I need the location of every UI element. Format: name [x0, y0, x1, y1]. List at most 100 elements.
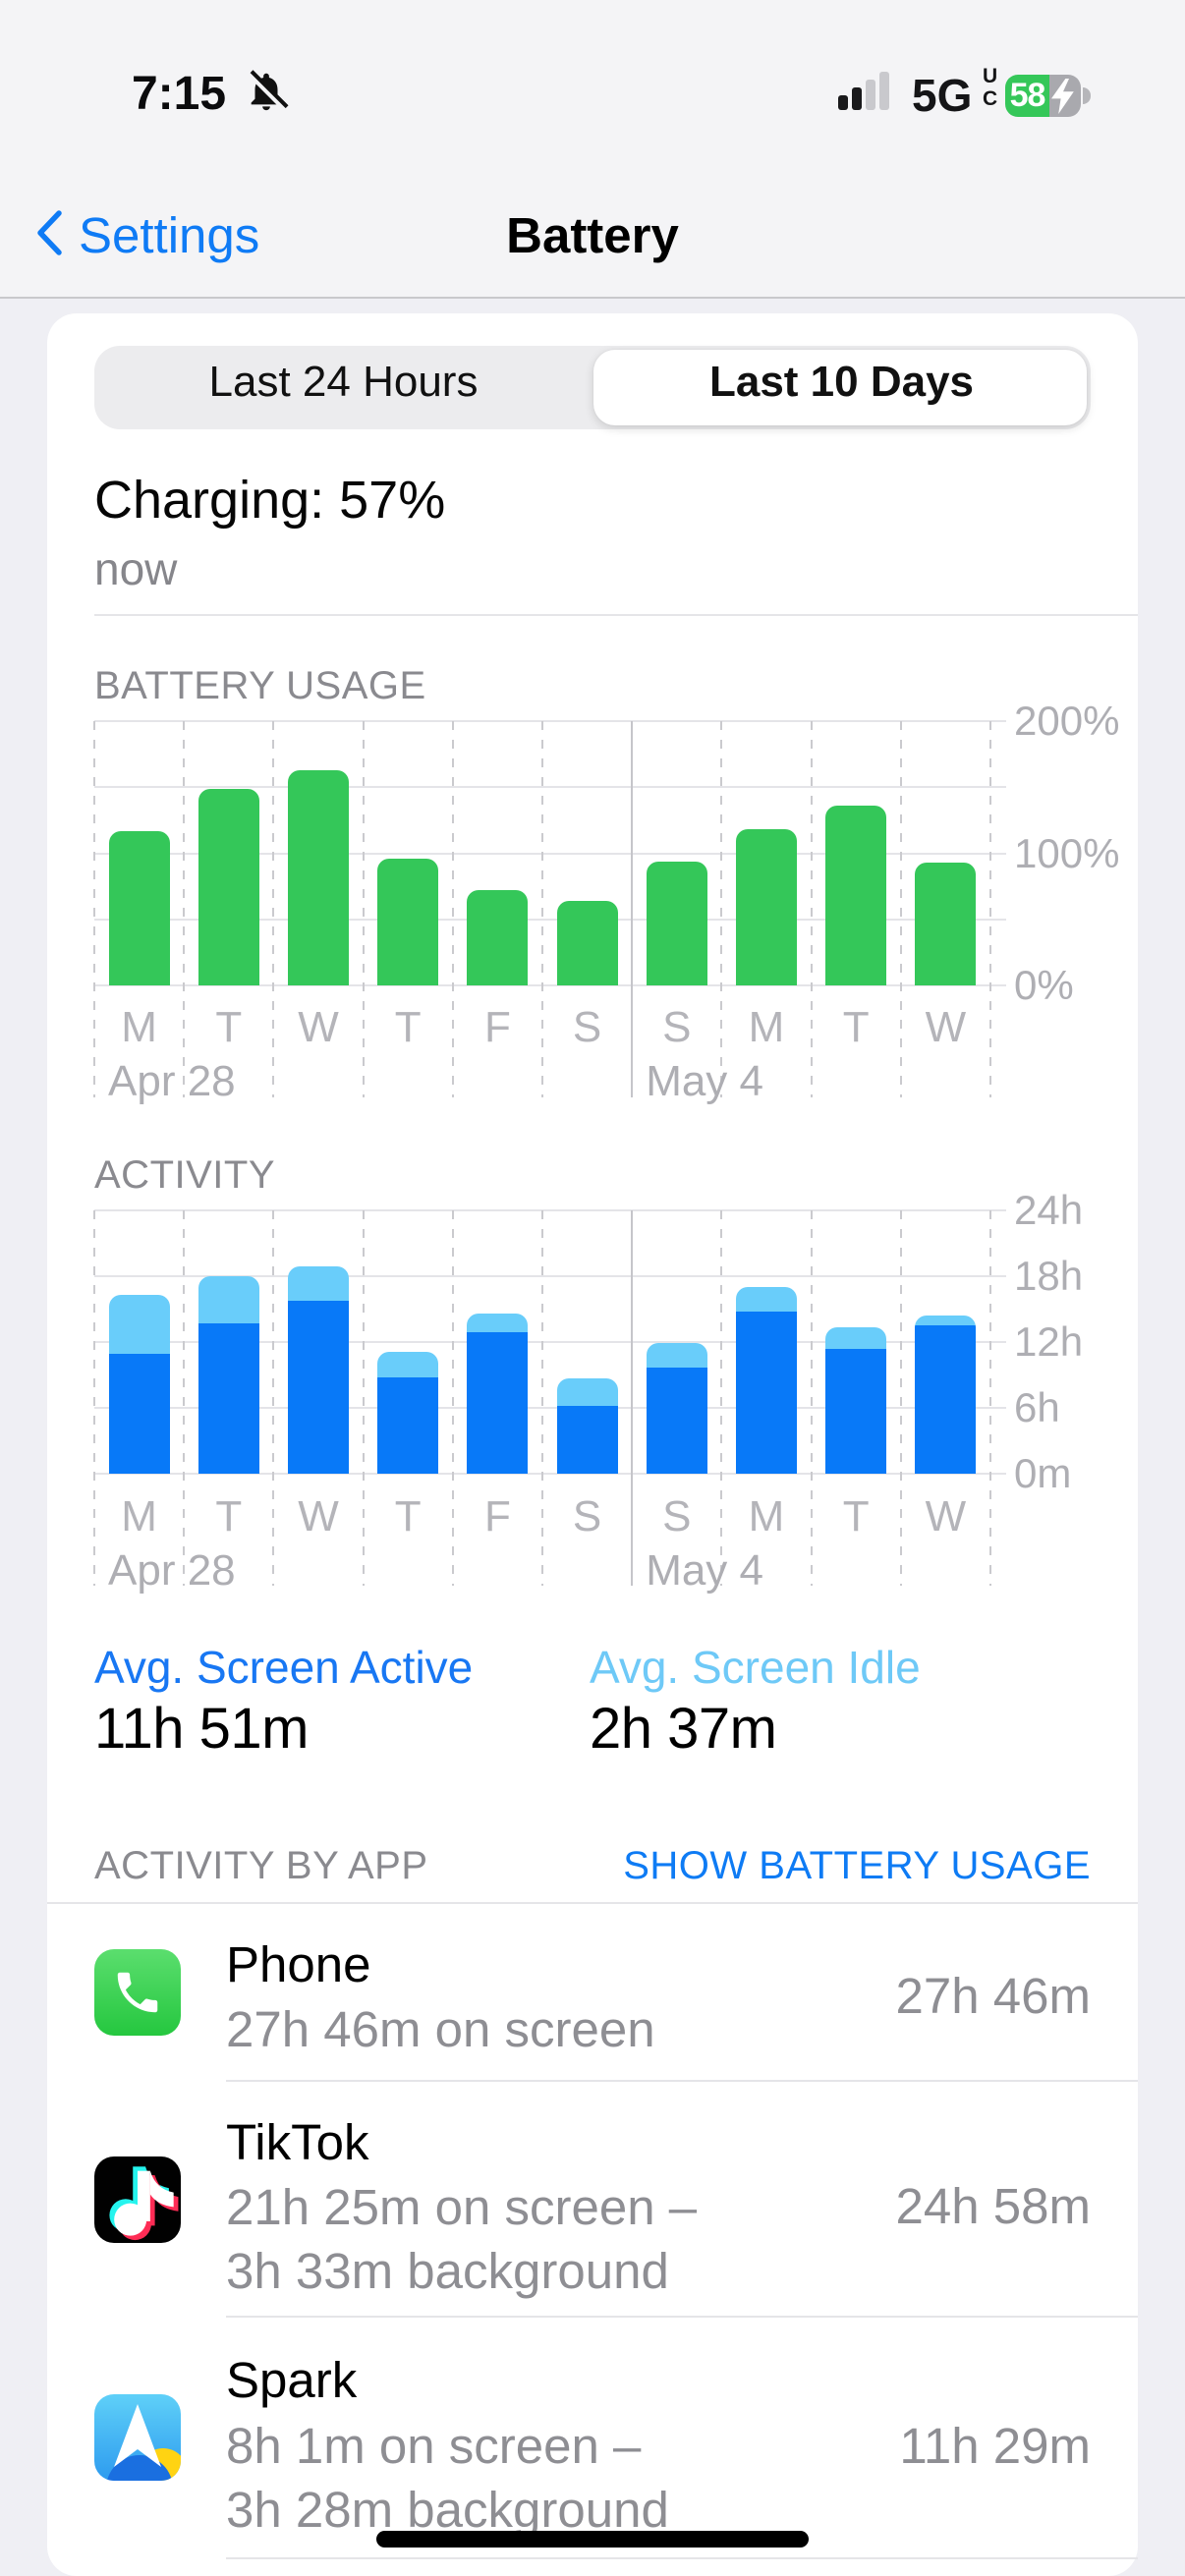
day-label: S	[572, 1003, 602, 1051]
battery-usage-bar-5[interactable]	[556, 900, 618, 985]
screen-on-segment	[467, 1331, 529, 1474]
activity-bar-1[interactable]	[198, 1276, 259, 1474]
screen-idle-segment	[646, 1343, 707, 1368]
battery-usage-bar-4[interactable]	[467, 890, 529, 985]
battery-usage-bar-0[interactable]	[108, 830, 170, 985]
avg-screen-idle-value: 2h 37m	[590, 1697, 777, 1761]
grid-line-vertical	[183, 1210, 186, 1586]
home-indicator[interactable]	[376, 2531, 809, 2548]
grid-line-vertical	[272, 1210, 275, 1586]
activity-bar-6[interactable]	[646, 1343, 707, 1474]
grid-line-vertical	[989, 721, 991, 1097]
charging-status: Charging: 57%	[94, 471, 446, 530]
day-label: T	[215, 1492, 243, 1540]
activity-bar-8[interactable]	[825, 1327, 887, 1474]
screen-idle-segment	[198, 1276, 259, 1324]
avg-screen-active-label: Avg. Screen Active	[94, 1642, 474, 1693]
nav-divider	[0, 297, 1185, 299]
axis-tick-label: 100%	[1014, 829, 1120, 876]
avg-screen-active-value: 11h 51m	[94, 1697, 309, 1761]
screen-on-segment	[736, 1311, 797, 1474]
spark-icon	[94, 2394, 181, 2481]
axis-tick-label: 24h	[1014, 1187, 1084, 1233]
week-divider-line	[631, 721, 634, 1097]
grid-line	[94, 1473, 1006, 1475]
battery-usage-bar-9[interactable]	[915, 862, 977, 985]
app-usage-detail: 21h 25m on screen –	[226, 2179, 698, 2235]
grid-line-vertical	[93, 1210, 95, 1586]
day-label: T	[842, 1003, 870, 1051]
axis-tick-label: 200%	[1014, 698, 1120, 744]
charging-timestamp: now	[94, 543, 178, 594]
battery-usage-bar-6[interactable]	[646, 861, 707, 985]
divider	[226, 2557, 1138, 2559]
tab-last-10-days[interactable]: Last 10 Days	[708, 358, 975, 406]
app-total-time: 11h 29m	[899, 2418, 1091, 2474]
screen-idle-segment	[915, 1316, 977, 1326]
app-name[interactable]: TikTok	[226, 2114, 369, 2170]
day-label: T	[394, 1492, 422, 1540]
app-name[interactable]: Phone	[226, 1936, 371, 1992]
grid-line-vertical	[93, 721, 95, 1097]
activity-bar-0[interactable]	[108, 1294, 170, 1474]
network-subtype-label: U C	[983, 65, 998, 110]
day-label: S	[662, 1003, 692, 1051]
battery-usage-bar-7[interactable]	[736, 829, 797, 985]
grid-line	[94, 786, 1006, 789]
battery-usage-bar-2[interactable]	[288, 769, 349, 985]
activity-header: ACTIVITY	[94, 1153, 276, 1197]
activity-bar-9[interactable]	[915, 1316, 977, 1474]
selected-segment-background	[593, 350, 1087, 425]
grid-line-vertical	[183, 721, 186, 1097]
activity-bar-5[interactable]	[556, 1377, 618, 1474]
day-label: S	[572, 1492, 602, 1540]
date-label: May 4	[646, 1546, 764, 1595]
grid-line	[94, 720, 1006, 722]
day-label: W	[925, 1003, 967, 1051]
status-nav-background	[0, 0, 1185, 297]
tab-last-24-hours[interactable]: Last 24 Hours	[208, 358, 479, 406]
battery-usage-bar-8[interactable]	[825, 806, 887, 985]
grid-line	[94, 1275, 1006, 1277]
activity-bar-3[interactable]	[377, 1352, 439, 1474]
grid-line-vertical	[899, 721, 902, 1097]
activity-bar-4[interactable]	[467, 1313, 529, 1474]
avg-screen-idle-label: Avg. Screen Idle	[590, 1642, 921, 1693]
screen-on-segment	[646, 1367, 707, 1474]
grid-line-vertical	[899, 1210, 902, 1586]
screen-on-segment	[825, 1348, 887, 1474]
show-battery-usage-button[interactable]: SHOW BATTERY USAGE	[623, 1844, 1091, 1887]
grid-line-vertical	[810, 1210, 813, 1586]
date-label: May 4	[646, 1057, 764, 1105]
battery-usage-header: BATTERY USAGE	[94, 664, 426, 707]
grid-line-vertical	[541, 721, 543, 1097]
day-label: T	[394, 1003, 422, 1051]
activity-bar-7[interactable]	[736, 1287, 797, 1474]
grid-line-vertical	[362, 721, 365, 1097]
grid-line-vertical	[810, 721, 813, 1097]
axis-tick-label: 18h	[1014, 1253, 1084, 1299]
grid-line-vertical	[720, 721, 723, 1097]
screen-idle-segment	[288, 1265, 349, 1301]
app-usage-detail: 8h 1m on screen –	[226, 2418, 642, 2474]
battery-charge-level: 58	[1005, 75, 1049, 117]
screen-idle-segment	[556, 1377, 618, 1406]
grid-line-vertical	[451, 1210, 454, 1586]
back-button-settings[interactable]: Settings	[79, 207, 260, 263]
day-label: M	[121, 1003, 157, 1051]
divider	[226, 2080, 1138, 2082]
grid-line-vertical	[362, 1210, 365, 1586]
grid-line-vertical	[541, 1210, 543, 1586]
axis-tick-label: 6h	[1014, 1384, 1060, 1430]
battery-usage-bar-1[interactable]	[198, 788, 259, 985]
screen-on-segment	[198, 1323, 259, 1474]
back-chevron-icon[interactable]	[33, 208, 65, 262]
app-name[interactable]: Spark	[226, 2352, 358, 2408]
cellular-signal-icon	[838, 63, 893, 110]
activity-bar-2[interactable]	[288, 1265, 349, 1474]
day-label: F	[483, 1003, 511, 1051]
day-label: M	[121, 1492, 157, 1540]
battery-usage-bar-3[interactable]	[377, 858, 439, 985]
axis-tick-label: 12h	[1014, 1318, 1084, 1365]
status-time: 7:15	[131, 68, 227, 120]
